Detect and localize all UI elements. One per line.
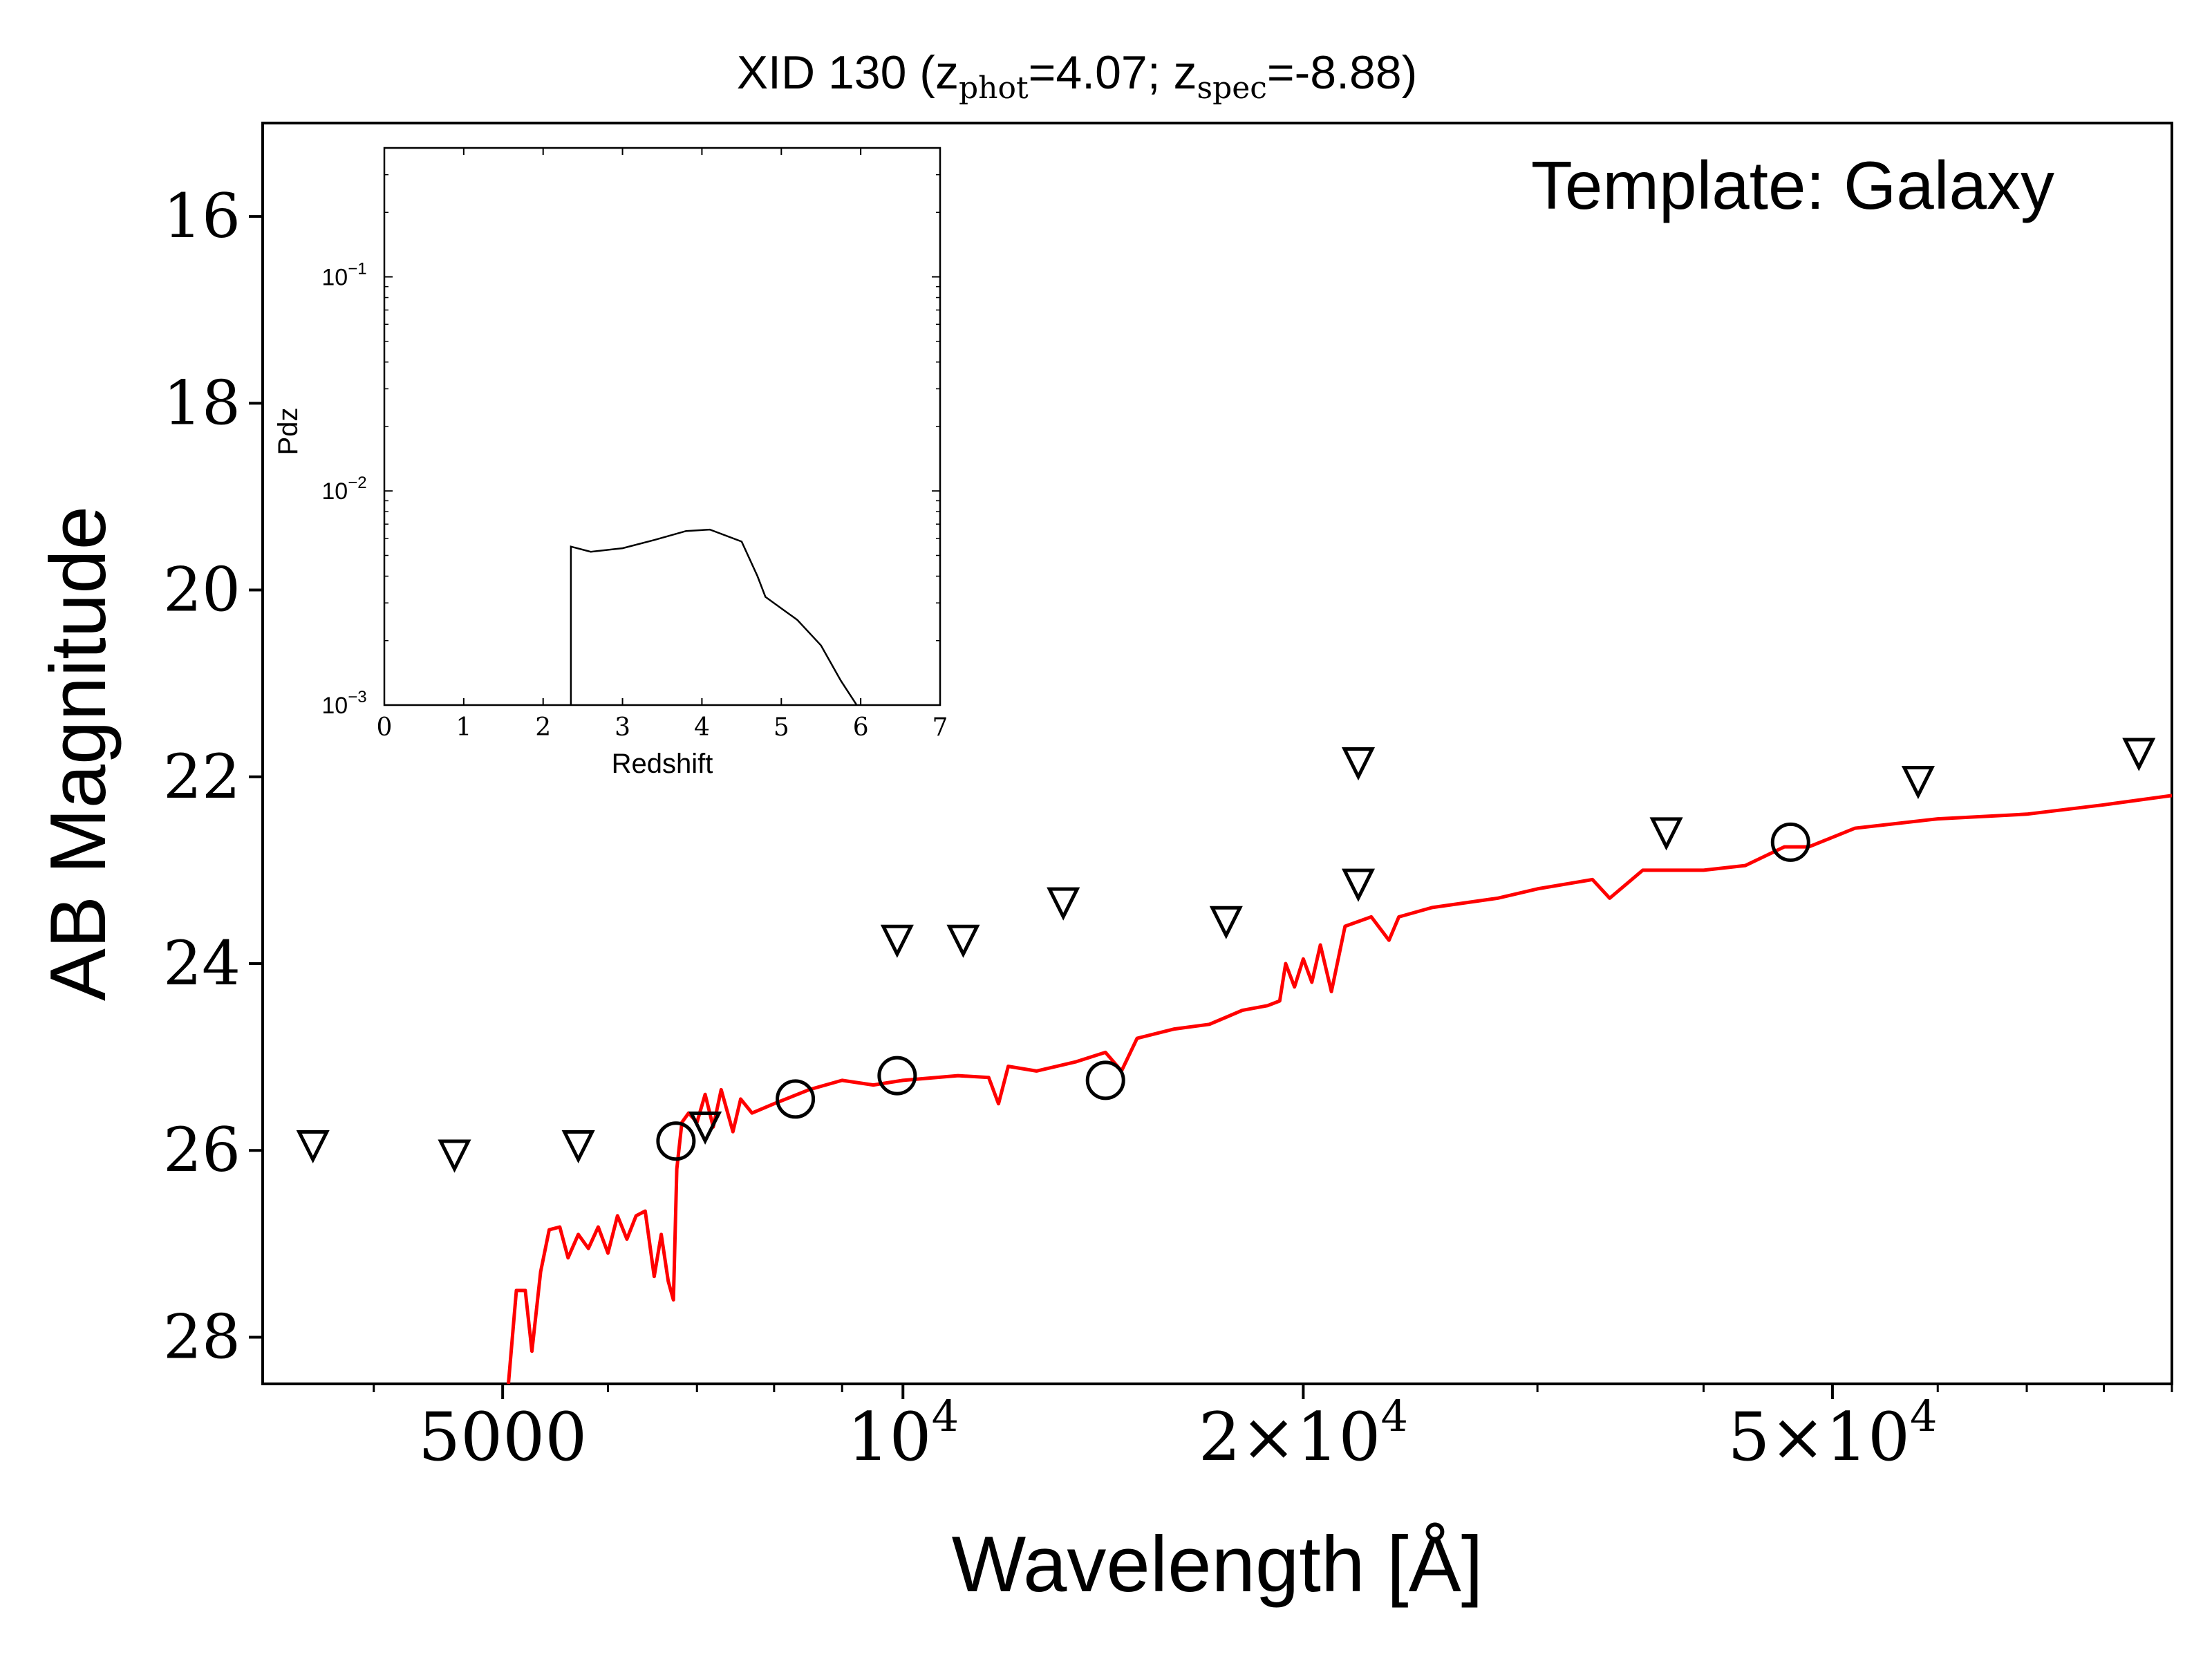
inset-y-axis-label: Pdz xyxy=(273,408,303,456)
detection-point xyxy=(1770,822,1810,862)
detection-point xyxy=(877,1056,917,1096)
inset-x-tick-label: 3 xyxy=(615,713,630,742)
inset-frame xyxy=(383,147,941,706)
inset-pdz-curve xyxy=(570,528,858,706)
y-tick-label: 16 xyxy=(163,180,241,252)
chart-title: XID 130 (zphot=4.07; zspec=-8.88) xyxy=(737,46,1418,106)
upper-limit-point xyxy=(1047,887,1080,921)
upper-limit-point xyxy=(880,924,914,958)
upper-limit-point xyxy=(561,1130,595,1164)
upper-limit-point xyxy=(1649,817,1683,851)
inset-x-tick-label: 6 xyxy=(853,713,869,742)
y-tick-label: 26 xyxy=(163,1114,241,1185)
plot-frame xyxy=(261,122,2173,1385)
template-annotation: Template: Galaxy xyxy=(1531,147,2054,223)
x-tick-label: 104 xyxy=(847,1391,959,1476)
upper-limit-point xyxy=(946,924,980,958)
inset-y-tick-label: 10−3 xyxy=(321,688,366,719)
upper-limit-point xyxy=(1209,906,1243,939)
y-tick-label: 20 xyxy=(163,554,241,626)
upper-limit-point xyxy=(2122,738,2156,771)
upper-limit-point xyxy=(688,1111,722,1145)
upper-limit-point xyxy=(1341,747,1376,781)
upper-limit-point xyxy=(1341,868,1376,902)
inset-x-tick-label: 4 xyxy=(694,713,710,742)
y-tick-label: 28 xyxy=(163,1301,241,1372)
y-tick-label: 24 xyxy=(163,928,241,999)
sed-model-line xyxy=(507,794,2172,1384)
inset-x-tick-label: 0 xyxy=(377,713,393,742)
upper-limit-point xyxy=(1901,766,1935,800)
x-tick-label: 5×104 xyxy=(1727,1391,1937,1476)
detection-point xyxy=(1085,1060,1125,1100)
inset-x-tick-label: 1 xyxy=(456,713,471,742)
inset-y-tick-label: 10−2 xyxy=(321,474,366,505)
detection-point xyxy=(776,1079,816,1119)
inset-x-tick-label: 2 xyxy=(535,713,551,742)
y-tick-label: 22 xyxy=(163,741,241,812)
upper-limit-point xyxy=(438,1139,471,1173)
inset-x-tick-label: 5 xyxy=(774,713,789,742)
y-tick-label: 18 xyxy=(163,367,241,438)
x-tick-label: 2×104 xyxy=(1199,1391,1408,1476)
detection-point xyxy=(656,1121,696,1161)
upper-limit-point xyxy=(296,1130,330,1164)
inset-pdz-plot: 0 1 2 3 4 5 6 7 10−1 10−2 10−3 Redshift Pdz xyxy=(273,147,948,779)
inset-x-axis-label: Redshift xyxy=(612,749,713,779)
inset-x-tick-label: 7 xyxy=(932,713,948,742)
inset-y-tick-label: 10−1 xyxy=(321,259,366,290)
x-axis-label: Wavelength [Å] xyxy=(952,1521,1483,1609)
x-tick-label: 5000 xyxy=(418,1398,587,1476)
y-axis-label: AB Magnitude xyxy=(35,506,122,1001)
